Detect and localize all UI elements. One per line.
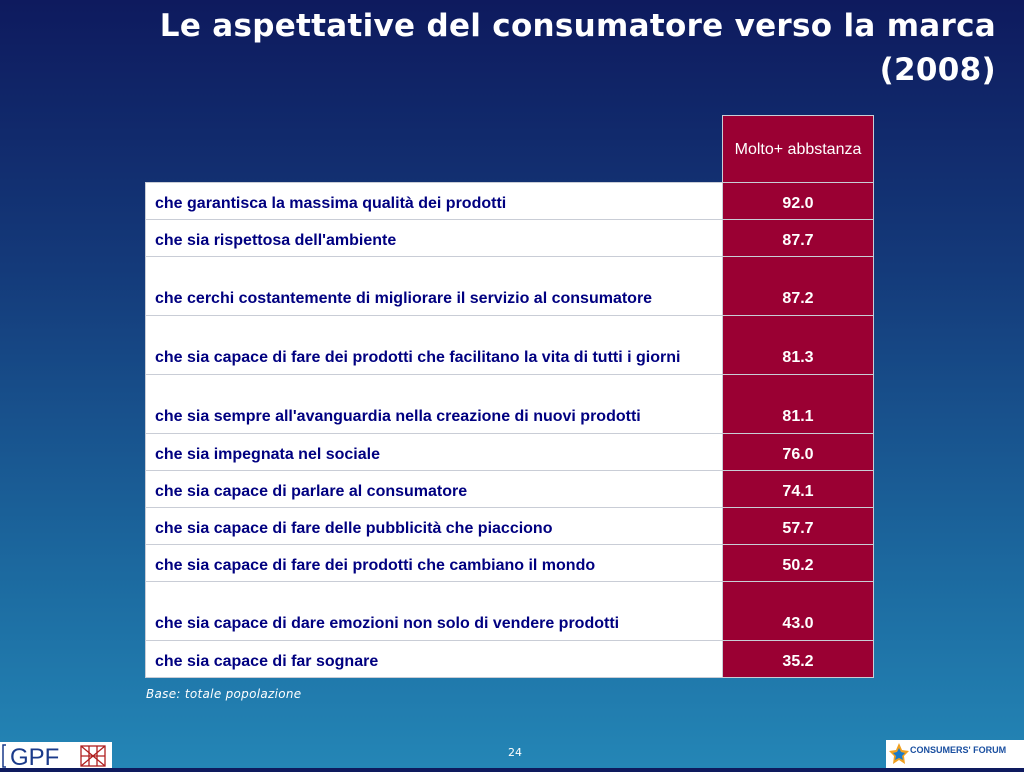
row-value: 87.2: [722, 256, 874, 316]
row-label: che garantisca la massima qualità dei pr…: [145, 182, 723, 220]
gpf-logo-mark: GPF: [2, 744, 106, 771]
expectations-table: Molto+ abbstanza che garantisca la massi…: [145, 115, 874, 678]
row-label: che sia rispettosa dell'ambiente: [145, 219, 723, 257]
row-value: 35.2: [722, 640, 874, 678]
table-row: che sia capace di fare dei prodotti che …: [145, 544, 874, 582]
row-label: che sia capace di fare dei prodotti che …: [145, 315, 723, 375]
table-row: che sia capace di dare emozioni non solo…: [145, 581, 874, 641]
row-label: che sia capace di fare dei prodotti che …: [145, 544, 723, 582]
row-label: che sia impegnata nel sociale: [145, 433, 723, 471]
base-note: Base: totale popolazione: [146, 687, 302, 701]
row-value: 43.0: [722, 581, 874, 641]
table-row: che sia capace di far sognare 35.2: [145, 640, 874, 678]
row-label: che sia capace di dare emozioni non solo…: [145, 581, 723, 641]
row-label: che sia capace di parlare al consumatore: [145, 470, 723, 508]
row-label: che sia sempre all'avanguardia nella cre…: [145, 374, 723, 434]
consumers-forum-logo: CONSUMERS' FORUM: [886, 740, 1024, 768]
row-value: 81.3: [722, 315, 874, 375]
table-row: che garantisca la massima qualità dei pr…: [145, 182, 874, 220]
column-header: Molto+ abbstanza: [722, 115, 874, 183]
slide-title: Le aspettative del consumatore verso la …: [159, 8, 996, 88]
table-row: che sia capace di parlare al consumatore…: [145, 470, 874, 508]
table-row: che sia capace di fare dei prodotti che …: [145, 315, 874, 375]
row-value: 50.2: [722, 544, 874, 582]
row-value: 87.7: [722, 219, 874, 257]
consumers-forum-star-icon: [889, 743, 909, 764]
gpf-logo: GPF: [0, 742, 112, 771]
table-row: che sia rispettosa dell'ambiente 87.7: [145, 219, 874, 257]
consumers-forum-text: CONSUMERS' FORUM: [910, 745, 1007, 755]
header-blank-cell: [146, 116, 723, 183]
row-value: 92.0: [722, 182, 874, 220]
row-value: 81.1: [722, 374, 874, 434]
table-header-row: Molto+ abbstanza: [146, 115, 874, 183]
gpf-logo-text: GPF: [10, 744, 59, 768]
row-value: 76.0: [722, 433, 874, 471]
page-number: 24: [508, 746, 522, 759]
table-row: che sia sempre all'avanguardia nella cre…: [145, 374, 874, 434]
row-label: che sia capace di fare delle pubblicità …: [145, 507, 723, 545]
table-row: che cerchi costantemente di migliorare i…: [145, 256, 874, 316]
row-value: 57.7: [722, 507, 874, 545]
row-label: che sia capace di far sognare: [145, 640, 723, 678]
table-row: che sia capace di fare delle pubblicità …: [145, 507, 874, 545]
row-value: 74.1: [722, 470, 874, 508]
row-label: che cerchi costantemente di migliorare i…: [145, 256, 723, 316]
table-row: che sia impegnata nel sociale 76.0: [145, 433, 874, 471]
